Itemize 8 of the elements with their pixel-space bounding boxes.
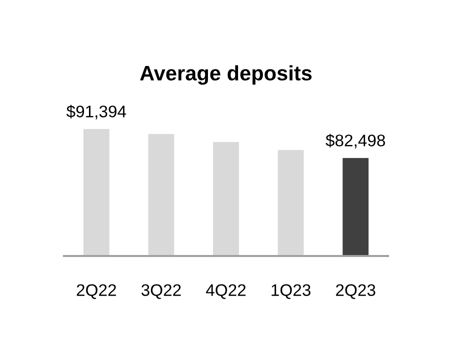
data-label: $82,498 [326,134,385,148]
x-tick-label: 2Q23 [336,284,376,300]
x-tick-label: 3Q22 [141,284,181,300]
data-label: $91,394 [66,104,126,120]
x-tick-label: 1Q23 [272,284,310,300]
chart-title: Average deposits [140,65,312,85]
x-tick-label: 2Q22 [76,284,116,300]
x-tick-label: 4Q22 [206,284,246,300]
